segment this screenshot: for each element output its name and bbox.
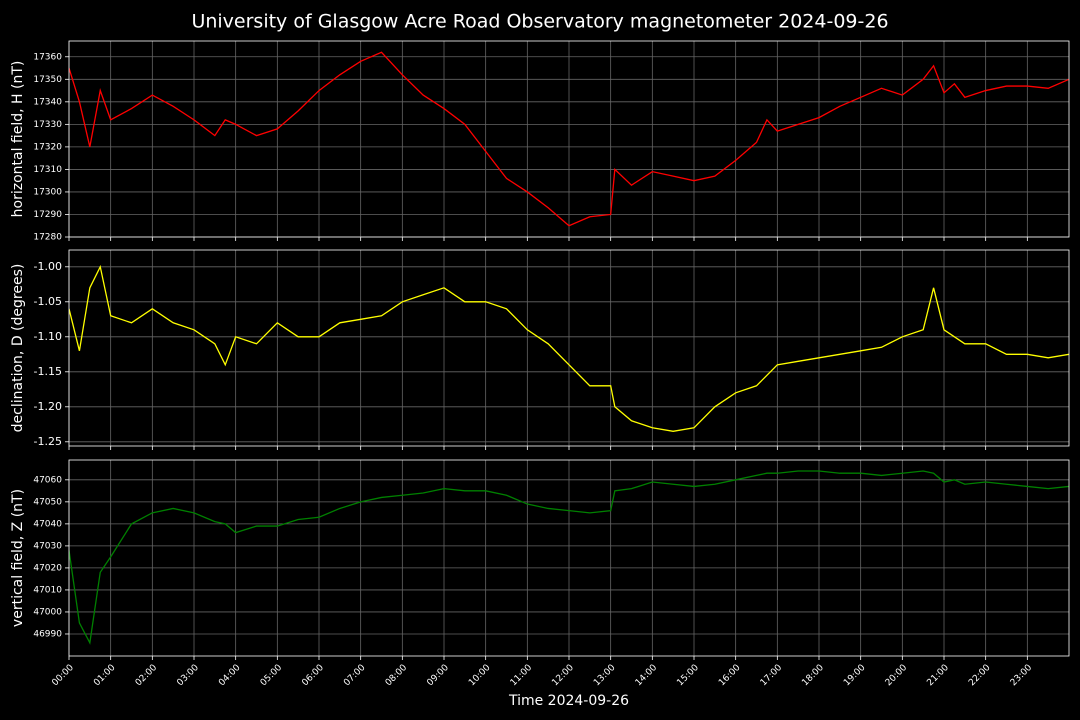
plot-frame: [68, 459, 1070, 657]
y-tick-label: 17290: [33, 210, 62, 220]
y-tick-label: 17310: [33, 165, 62, 175]
data-line: [69, 470, 1069, 645]
plot-frame: [68, 249, 1070, 447]
y-tick-label: 17350: [33, 75, 62, 85]
figure-title: University of Glasgow Acre Road Observat…: [191, 11, 888, 33]
y-tick-label: 17360: [33, 52, 62, 62]
y-tick-label: -1.15: [34, 365, 62, 378]
y-tick-label: 17280: [33, 233, 62, 243]
y-tick-label: 47060: [33, 475, 62, 485]
y-tick-label: -1.20: [34, 400, 62, 413]
y-tick-label: -1.00: [34, 260, 62, 273]
y-tick-label: 47050: [33, 497, 62, 507]
data-line: [69, 264, 1069, 432]
y-tick-label: 47020: [33, 563, 62, 573]
y-axis-label: vertical field, Z (nT): [10, 489, 26, 627]
y-tick-label: 17300: [33, 187, 62, 197]
y-axis-label: declination, D (degrees): [10, 264, 26, 433]
y-tick-label: 47040: [33, 519, 62, 529]
y-tick-label: 46990: [33, 629, 62, 639]
y-tick-label: 47030: [33, 541, 62, 551]
plot-frame: [68, 40, 1070, 238]
y-tick-label: 17320: [33, 142, 62, 152]
y-tick-label: -1.25: [34, 435, 62, 448]
y-tick-label: 47010: [33, 585, 62, 595]
y-tick-label: 17340: [33, 97, 62, 107]
y-axis-label: horizontal field, H (nT): [10, 61, 26, 218]
x-axis-label: Time 2024-09-26: [508, 693, 629, 709]
y-tick-label: 17330: [33, 120, 62, 130]
y-tick-label: 47000: [33, 607, 62, 617]
data-line: [69, 51, 1069, 227]
y-tick-label: -1.10: [34, 330, 62, 343]
y-tick-label: -1.05: [34, 295, 62, 308]
